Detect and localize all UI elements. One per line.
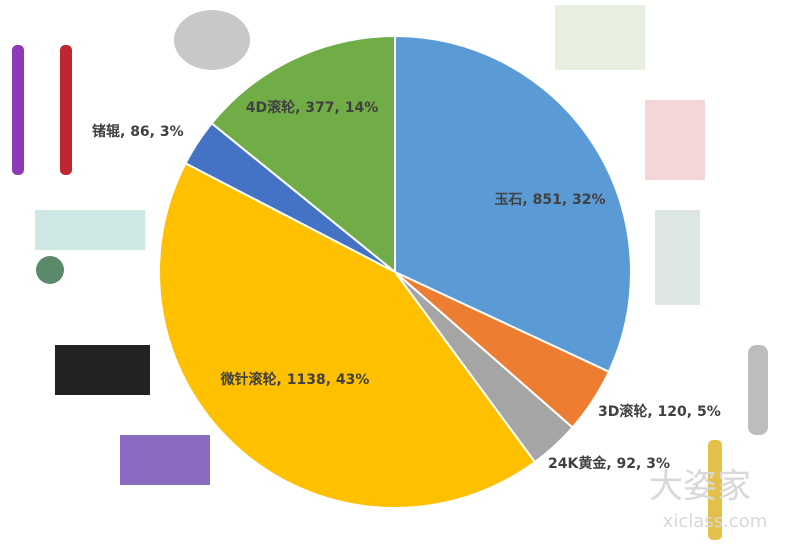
- watermark: xiclass.com: [663, 511, 768, 532]
- data-label: 微针滚轮, 1138, 43%: [220, 371, 370, 388]
- pie-slice: [394, 34, 632, 374]
- product-image: [120, 435, 210, 485]
- data-label: 锗辊, 86, 3%: [92, 123, 184, 140]
- data-label: 24K黄金, 92, 3%: [548, 455, 670, 472]
- product-image: [174, 10, 250, 70]
- data-label: 3D滚轮, 120, 5%: [598, 403, 721, 420]
- product-image: [35, 210, 145, 250]
- product-image: [12, 45, 24, 175]
- product-image: [645, 100, 705, 180]
- product-image: [60, 45, 72, 175]
- product-image: [748, 345, 768, 435]
- product-image: [55, 345, 150, 395]
- product-image: [655, 210, 700, 305]
- product-image: [708, 440, 722, 540]
- pie-slice: [158, 161, 537, 509]
- product-image: [36, 256, 64, 284]
- product-image: [555, 5, 645, 70]
- product-images: [12, 5, 768, 540]
- data-label: 4D滚轮, 377, 14%: [246, 99, 378, 116]
- pie-slice: [210, 34, 396, 275]
- data-label: 玉石, 851, 32%: [494, 192, 605, 208]
- watermark: 大姿家: [649, 467, 751, 507]
